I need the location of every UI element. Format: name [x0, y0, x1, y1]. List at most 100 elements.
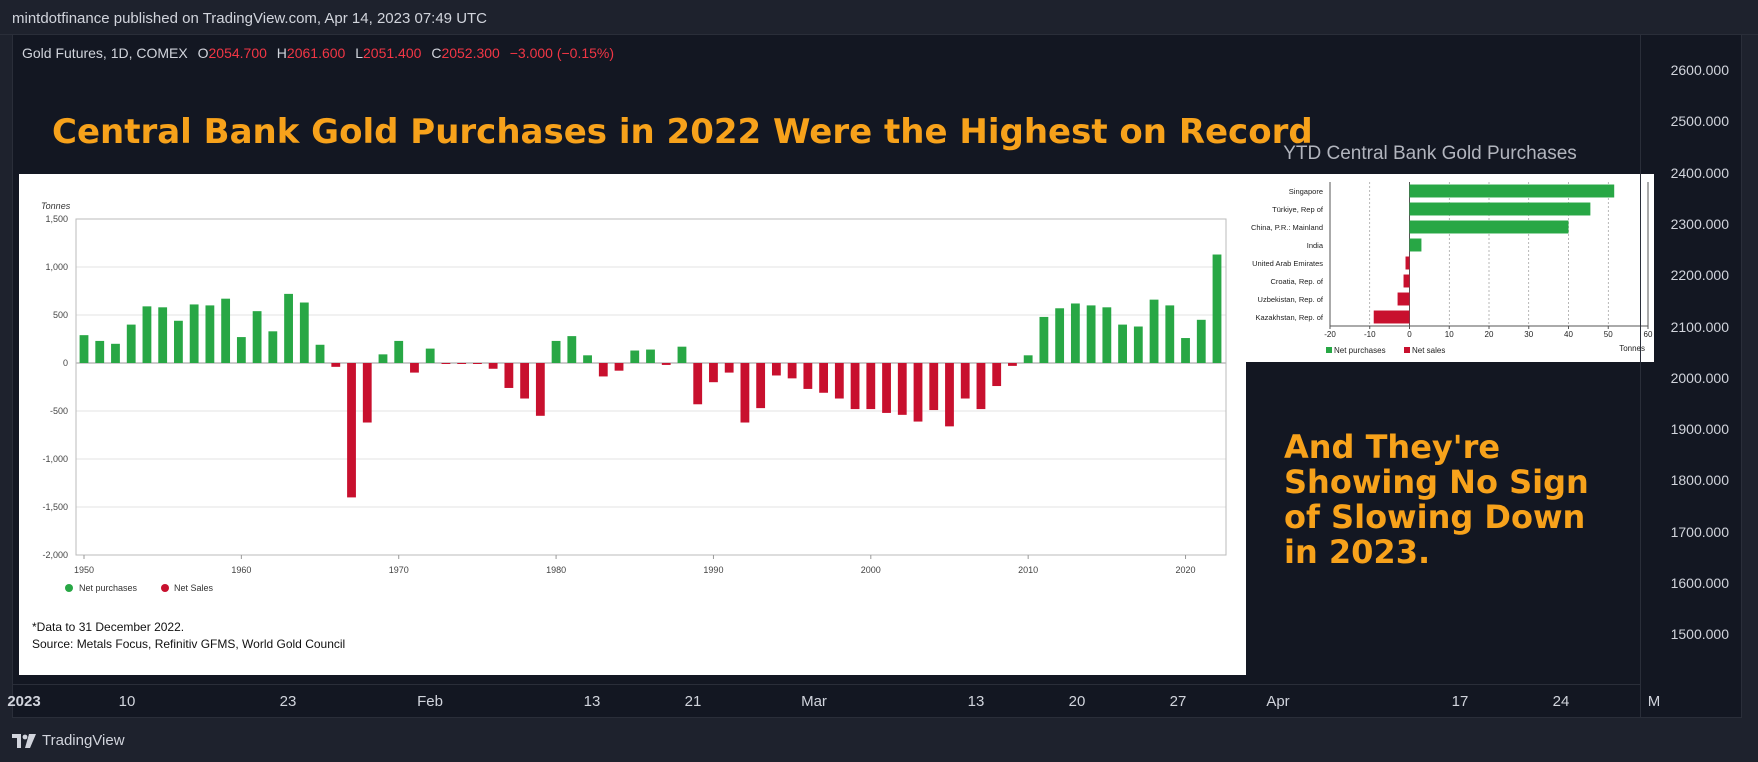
- sale-bar: [693, 363, 703, 405]
- purchase-bar: [551, 340, 561, 363]
- y-tick-label: -500: [50, 406, 68, 416]
- time-tick: Mar: [801, 693, 827, 710]
- tradingview-logo[interactable]: TradingView: [12, 732, 125, 749]
- purchase-bar: [315, 344, 325, 363]
- purchase-bar: [142, 306, 152, 363]
- sale-bar: [1008, 363, 1017, 366]
- footnote: *Data to 31 December 2022.: [32, 620, 184, 634]
- inset-category-label: Kazakhstan, Rep. of: [1255, 313, 1323, 322]
- price-tick: 1600.000: [1670, 575, 1729, 591]
- history-chart-svg: Tonnes 1,500 1,000 500 0 -500 -1,000 -1,500 -2,0…: [32, 201, 1227, 651]
- y-axis-title: Tonnes: [41, 201, 71, 211]
- sale-bar: [960, 363, 970, 399]
- inset-purchase-bar: [1409, 184, 1615, 198]
- purchase-bar: [284, 293, 293, 363]
- purchase-bar: [583, 355, 592, 363]
- sale-bar: [756, 363, 766, 409]
- purchase-bar: [394, 340, 404, 363]
- close-label: C: [431, 45, 442, 61]
- inset-x-tick-label: 20: [1485, 330, 1494, 339]
- purchase-bar: [299, 302, 309, 363]
- inset-x-tick-label: 10: [1445, 330, 1454, 339]
- purchase-bar: [95, 340, 105, 363]
- plot-frame: [75, 218, 1227, 556]
- inset-legend-sales-marker: [1404, 347, 1410, 353]
- purchase-bar: [1039, 316, 1049, 363]
- time-axis[interactable]: 2023 10 23 Feb 13 21 Mar 13 20 27 Apr 17 24 M: [7, 684, 1660, 719]
- price-tick: 1800.000: [1670, 472, 1729, 489]
- legend-sales-label: Net Sales: [174, 583, 214, 593]
- price-tick: 2600.000: [1670, 62, 1729, 78]
- sale-bar: [724, 363, 734, 373]
- inset-category-label: United Arab Emirates: [1252, 259, 1323, 268]
- sale-bar: [331, 363, 341, 367]
- purchase-bar: [79, 335, 89, 363]
- purchase-bar: [1133, 326, 1143, 363]
- symbol-name[interactable]: Gold Futures, 1D, COMEX: [22, 45, 188, 61]
- inset-category-label: China, P.R.: Mainland: [1251, 223, 1323, 232]
- change-value: −3.000 (−0.15%): [509, 45, 615, 61]
- price-tick: 2500.000: [1670, 113, 1729, 130]
- header-bar: mintdotfinance published on TradingView.…: [0, 0, 1758, 35]
- high-value: 2061.600: [286, 45, 346, 61]
- price-tick: 2300.000: [1670, 215, 1729, 232]
- inset-title: YTD Central Bank Gold Purchases: [1283, 143, 1577, 164]
- low-value: 2051.400: [363, 45, 422, 61]
- ytd-chart-svg: -20 -10 0 10 20 30 40 50 60 Singapore Türkiye, Rep…: [1251, 182, 1653, 355]
- time-tick: Feb: [417, 693, 443, 710]
- close-value: 2052.300: [441, 45, 500, 61]
- price-tick: 1500.000: [1670, 626, 1729, 643]
- source-note: Source: Metals Focus, Refinitiv GFMS, Wo…: [32, 637, 345, 651]
- x-tick-label: 2020: [1176, 565, 1196, 575]
- symbol-legend[interactable]: Gold Futures, 1D, COMEX O2054.700 H2061.…: [22, 45, 614, 61]
- sale-bar: [803, 363, 813, 389]
- sale-bar: [882, 363, 891, 413]
- sale-bar: [472, 363, 482, 364]
- sale-bar: [614, 363, 624, 371]
- purchase-bar: [189, 304, 199, 363]
- open-value: 2054.700: [208, 45, 267, 61]
- inset-x-tick-label: 60: [1644, 330, 1653, 339]
- inset-x-axis-title: Tonnes: [1619, 344, 1645, 353]
- time-tick: Apr: [1266, 693, 1290, 710]
- purchase-bar: [630, 350, 640, 363]
- time-tick: 20: [1068, 693, 1086, 710]
- sale-bar: [771, 363, 781, 376]
- price-tick: 2100.000: [1670, 318, 1729, 335]
- inset-purchase-bar: [1409, 202, 1591, 216]
- time-tick: 23: [279, 693, 297, 710]
- sale-bar: [362, 363, 372, 423]
- purchase-bar: [252, 311, 262, 363]
- sale-bar: [929, 363, 939, 411]
- time-tick: 10: [118, 693, 136, 710]
- time-tick: 13: [967, 693, 985, 710]
- inset-category-label: India: [1307, 241, 1324, 250]
- sale-bar: [850, 363, 860, 410]
- purchase-bar: [1181, 338, 1190, 363]
- inset-sale-bar: [1373, 310, 1410, 324]
- purchase-bar: [205, 305, 215, 363]
- legend-sales-marker: [161, 584, 169, 592]
- publisher-info: mintdotfinance published on TradingView.…: [12, 10, 488, 27]
- purchase-bar: [1070, 303, 1080, 363]
- time-tick: 27: [1169, 693, 1187, 710]
- y-tick-label: 1,500: [45, 214, 68, 224]
- inset-x-tick-label: -10: [1364, 330, 1376, 339]
- sale-bar: [598, 363, 608, 377]
- price-tick: 2200.000: [1670, 267, 1729, 284]
- central-bank-history-chart: Tonnes 1,500 1,000 500 0 -500 -1,000 -1,500 -2,0…: [19, 174, 1246, 675]
- time-tick: 17: [1451, 693, 1469, 710]
- price-tick: 2000.000: [1670, 369, 1729, 386]
- tradingview-icon: [12, 733, 36, 748]
- purchase-bar: [126, 324, 136, 363]
- purchase-bar: [646, 349, 655, 363]
- price-scale[interactable]: 2600.000 2500.000 2400.000 2300.000 2200.000…: [1640, 34, 1743, 718]
- inset-x-tick-label: -20: [1324, 330, 1336, 339]
- time-tick: M: [1647, 693, 1661, 710]
- purchase-bar: [1149, 299, 1159, 363]
- y-tick-label: 0: [63, 358, 68, 368]
- time-tick: 2023: [7, 693, 41, 710]
- legend-purchases-marker: [65, 584, 73, 592]
- high-label: H: [276, 45, 287, 61]
- sale-bar: [787, 363, 797, 379]
